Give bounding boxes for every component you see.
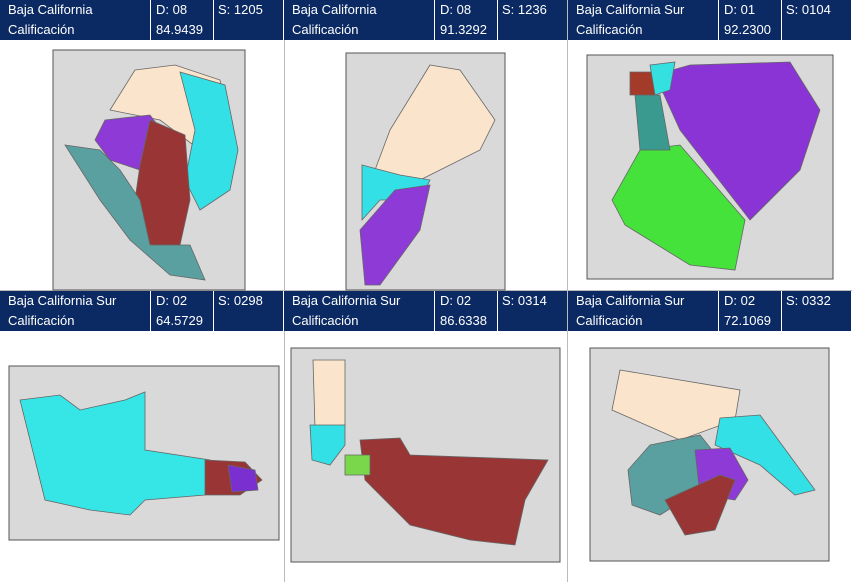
district: D: 02 bbox=[724, 293, 756, 308]
separator bbox=[718, 0, 719, 40]
score: 72.1069 bbox=[724, 313, 771, 328]
score: 64.5729 bbox=[156, 313, 203, 328]
score: 92.2300 bbox=[724, 22, 771, 37]
district: D: 02 bbox=[156, 293, 188, 308]
separator bbox=[497, 291, 498, 331]
score-label: Calificación bbox=[8, 313, 75, 328]
section: S: 0298 bbox=[218, 293, 263, 308]
panel-header: Baja California Sur D: 01 S: 0104 Calificac… bbox=[568, 0, 851, 40]
district: D: 01 bbox=[724, 2, 756, 17]
state: Baja California bbox=[8, 2, 93, 17]
score-label: Calificación bbox=[576, 22, 643, 37]
district: D: 02 bbox=[440, 293, 472, 308]
separator bbox=[781, 0, 782, 40]
panel-header: Baja California Sur D: 02 S: 0298 Calificac… bbox=[0, 291, 283, 331]
state: Baja California Sur bbox=[576, 2, 685, 17]
district: D: 08 bbox=[440, 2, 472, 17]
separator bbox=[434, 0, 435, 40]
section: S: 0332 bbox=[786, 293, 831, 308]
section: S: 0104 bbox=[786, 2, 831, 17]
state: Baja California Sur bbox=[292, 293, 401, 308]
panel-header: Baja California D: 08 S: 1236 Calificación 9… bbox=[284, 0, 567, 40]
separator bbox=[150, 0, 151, 40]
panel-header: Baja California D: 08 S: 1205 Calificación 8… bbox=[0, 0, 283, 40]
section: S: 1236 bbox=[502, 2, 547, 17]
score-label: Calificación bbox=[8, 22, 75, 37]
section: S: 1205 bbox=[218, 2, 263, 17]
district: D: 08 bbox=[156, 2, 188, 17]
section: S: 0314 bbox=[502, 293, 547, 308]
separator bbox=[213, 0, 214, 40]
separator bbox=[497, 0, 498, 40]
score-label: Calificación bbox=[576, 313, 643, 328]
panel-header: Baja California Sur D: 02 S: 0314 Calificac… bbox=[284, 291, 567, 331]
state: Baja California Sur bbox=[576, 293, 685, 308]
map-regions bbox=[19, 61, 821, 546]
score-label: Calificación bbox=[292, 22, 359, 37]
separator bbox=[718, 291, 719, 331]
state: Baja California Sur bbox=[8, 293, 117, 308]
panel-header: Baja California Sur D: 02 S: 0332 Calificac… bbox=[568, 291, 851, 331]
separator bbox=[150, 291, 151, 331]
separator bbox=[781, 291, 782, 331]
separator bbox=[213, 291, 214, 331]
state: Baja California bbox=[292, 2, 377, 17]
score: 84.9439 bbox=[156, 22, 203, 37]
score: 91.3292 bbox=[440, 22, 487, 37]
score-label: Calificación bbox=[292, 313, 359, 328]
separator bbox=[434, 291, 435, 331]
score: 86.6338 bbox=[440, 313, 487, 328]
